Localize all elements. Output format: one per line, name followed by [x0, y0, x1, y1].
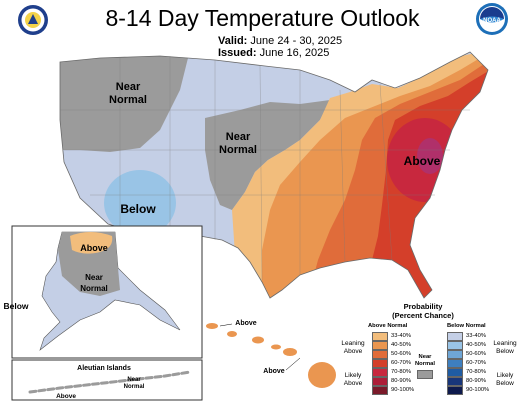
alaska-inset: Above Near Normal: [11, 225, 203, 359]
near-normal-central-label: Near Normal: [219, 131, 257, 156]
legend-below-bin: 60-70%: [447, 359, 489, 368]
legend-above-bin: 50-60%: [372, 350, 414, 359]
legend-near-normal: Near Normal: [410, 354, 440, 379]
hawaii-above-label-2: Above: [263, 368, 285, 375]
near-normal-central-region: [205, 100, 330, 210]
valid-label: Valid:: [218, 35, 248, 47]
legend-leaning-above: Leaning Above: [341, 340, 365, 355]
legend-below-bin: 33-40%: [447, 332, 489, 341]
aleutian-inset: Aleutian Islands Near Normal Above: [11, 359, 203, 401]
legend-above-bin: 60-70%: [372, 359, 414, 368]
alaska-below-label: Below: [3, 301, 28, 311]
below-40-50-region: [104, 170, 176, 236]
legend-near-normal-swatch: [417, 370, 433, 379]
legend-swatch: [447, 386, 463, 395]
legend-above-bin: 33-40%: [372, 332, 414, 341]
legend-leaning-below: Leaning Below: [493, 340, 517, 355]
legend-title-line1: Probability: [403, 302, 443, 311]
issued-label: Issued:: [218, 47, 257, 59]
svg-text:Near: Near: [116, 81, 141, 93]
noaa-logo-icon: NOAA: [476, 3, 508, 35]
below-southwest-label: Below: [120, 202, 156, 216]
legend-swatch: [447, 377, 463, 386]
aleutian-near-normal-2: Normal: [124, 384, 145, 390]
aleutian-above-label: Above: [56, 393, 76, 400]
legend-above-bin: 70-80%: [372, 368, 414, 377]
legend-above-bin: 80-90%: [372, 377, 414, 386]
legend-above-bin: 90-100%: [372, 386, 414, 395]
legend-below-bin: 90-100%: [447, 386, 489, 395]
near-normal-west-label: Near Normal: [109, 81, 147, 106]
legend-above-bin: 40-50%: [372, 341, 414, 350]
issued-value: June 16, 2025: [259, 47, 330, 59]
svg-text:Normal: Normal: [109, 94, 147, 106]
commerce-seal-icon: [18, 5, 48, 35]
alaska-above-region: [70, 232, 113, 254]
noaa-logo-text: NOAA: [483, 18, 501, 24]
legend-swatch: [372, 368, 388, 377]
above-east-label: Above: [404, 154, 441, 168]
legend-title: Probability (Percent Chance): [368, 302, 478, 320]
aleutian-chain: [28, 370, 192, 394]
legend-below-bins: 33-40% 40-50% 50-60% 60-70% 70-80% 80-90…: [447, 332, 489, 395]
alaska-near-normal-label-1: Near: [85, 273, 103, 282]
valid-value: June 24 - 30, 2025: [250, 35, 343, 47]
legend-swatch: [447, 359, 463, 368]
legend-swatch: [372, 359, 388, 368]
above-80-90-region: [417, 138, 443, 174]
aleutian-title-label: Aleutian Islands: [77, 365, 131, 372]
legend-swatch: [372, 341, 388, 350]
legend-below-bin: 80-90%: [447, 377, 489, 386]
hawaii-above-label-1: Above: [235, 320, 257, 327]
legend-below-bin: 70-80%: [447, 368, 489, 377]
hawaii-islands: Above Above: [206, 320, 336, 388]
legend-likely-above: Likely Above: [343, 372, 363, 387]
legend-title-line2: (Percent Chance): [392, 311, 454, 320]
legend-swatch: [372, 332, 388, 341]
legend-swatch: [447, 368, 463, 377]
svg-text:Normal: Normal: [219, 144, 257, 156]
legend-above-bins: 33-40% 40-50% 50-60% 60-70% 70-80% 80-90…: [372, 332, 414, 395]
valid-dates: Valid: June 24 - 30, 2025: [218, 35, 342, 48]
legend-likely-below: Likely Below: [496, 372, 514, 387]
legend-swatch: [447, 341, 463, 350]
legend-swatch: [447, 350, 463, 359]
legend-swatch: [372, 386, 388, 395]
state-boundaries: [60, 56, 470, 281]
conus-map: [60, 52, 488, 298]
legend-below-bin: 40-50%: [447, 341, 489, 350]
issued-dates: Issued: June 16, 2025: [218, 47, 329, 60]
alaska-above-label: Above: [80, 243, 108, 253]
legend-above-header: Above Normal: [368, 323, 408, 329]
aleutian-near-normal-1: Near: [127, 377, 141, 383]
map-title: 8-14 Day Temperature Outlook: [105, 5, 420, 31]
legend-below-header: Below Normal: [447, 323, 486, 329]
svg-text:Near: Near: [226, 131, 251, 143]
legend-swatch: [447, 332, 463, 341]
legend-swatch: [372, 377, 388, 386]
legend-below-bin: 50-60%: [447, 350, 489, 359]
alaska-near-normal-label-2: Normal: [80, 284, 108, 293]
legend-swatch: [372, 350, 388, 359]
